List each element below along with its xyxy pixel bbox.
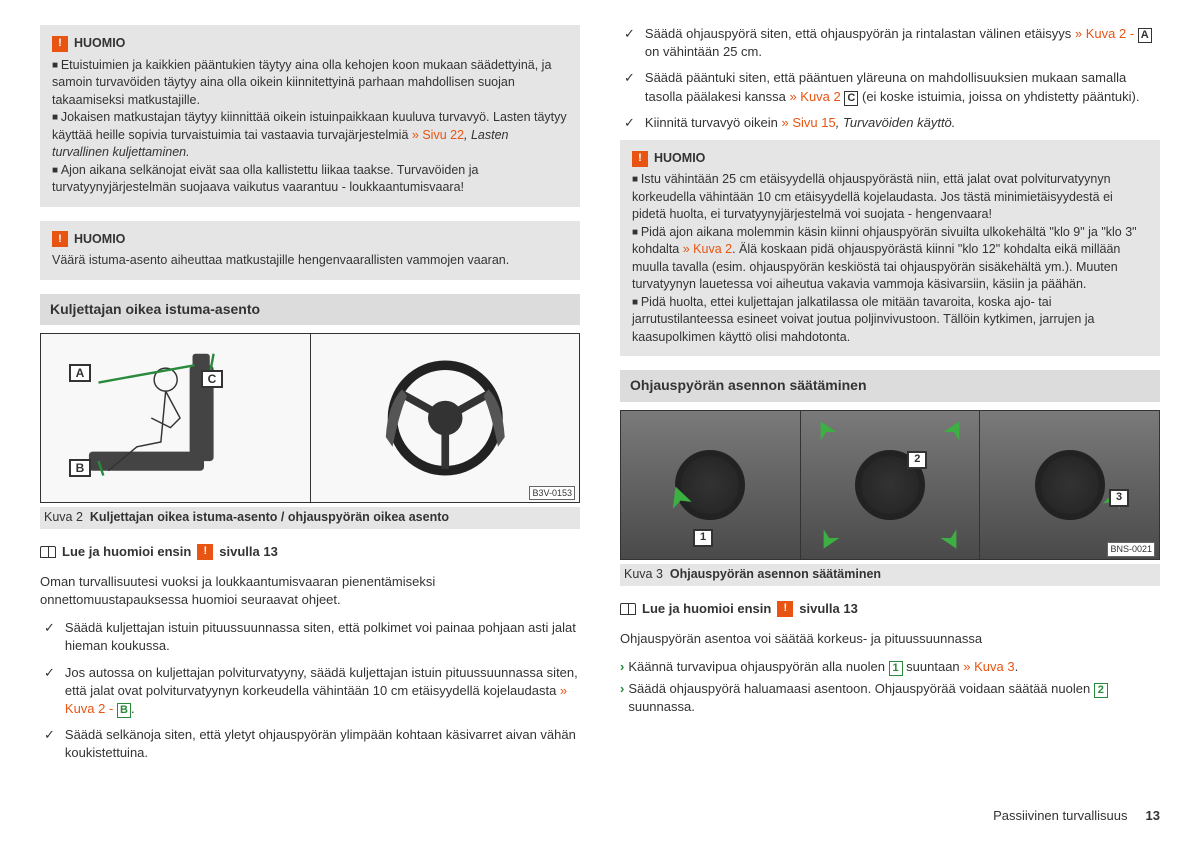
figure-code: BNS-0021 xyxy=(1107,542,1155,557)
warning-icon: ! xyxy=(52,36,68,52)
check-item: Säädä selkänoja siten, että yletyt ohjau… xyxy=(40,726,580,762)
warning-icon: ! xyxy=(777,601,793,617)
notice-item: Ajon aikana selkänojat eivät saa olla ka… xyxy=(52,162,568,197)
notice-item: Pidä huolta, ettei kuljettajan jalkatila… xyxy=(632,294,1148,347)
figure-caption: Kuva 2 Kuljettajan oikea istuma-asento /… xyxy=(40,507,580,529)
check-item: Jos autossa on kuljettajan polviturvatyy… xyxy=(40,664,580,719)
checklist-right: Säädä ohjauspyörä siten, että ohjauspyör… xyxy=(620,25,1160,140)
notice-title: HUOMIO xyxy=(74,35,125,53)
check-item: Säädä ohjauspyörä siten, että ohjauspyör… xyxy=(620,25,1160,61)
notice-item: Pidä ajon aikana molemmin käsin kiinni o… xyxy=(632,224,1148,294)
figure-code: B3V-0153 xyxy=(529,486,575,501)
check-item: Säädä kuljettajan istuin pituussuunnassa… xyxy=(40,619,580,655)
notice-item: Istu vähintään 25 cm etäisyydellä ohjaus… xyxy=(632,171,1148,224)
notice-box-2: ! HUOMIO Väärä istuma-asento aiheuttaa m… xyxy=(40,221,580,280)
notice-text: Väärä istuma-asento aiheuttaa matkustaji… xyxy=(52,252,568,270)
notice-box-1: ! HUOMIO Etuistuimien ja kaikkien pääntu… xyxy=(40,25,580,207)
check-item: Kiinnitä turvavyö oikein » Sivu 15, Turv… xyxy=(620,114,1160,132)
figure-2: A B C B3V-0153 xyxy=(40,333,580,503)
figure-pane-wheel: B3V-0153 xyxy=(311,334,580,502)
read-first-line-2: Lue ja huomioi ensin ! sivulla 13 xyxy=(620,600,1160,618)
checklist: Säädä kuljettajan istuin pituussuunnassa… xyxy=(40,619,580,770)
arrow-item: Säädä ohjauspyörä haluamaasi asentoon. O… xyxy=(620,680,1160,716)
figure3-pane-3: 3 BNS-0021 xyxy=(980,411,1159,559)
warning-icon: ! xyxy=(632,151,648,167)
section-header: Kuljettajan oikea istuma-asento xyxy=(40,294,580,326)
section-header-2: Ohjauspyörän asennon säätäminen xyxy=(620,370,1160,402)
arrow-list: Käännä turvavipua ohjauspyörän alla nuol… xyxy=(620,658,1160,721)
figure-3: 1 2 3 BNS-0021 xyxy=(620,410,1160,560)
figure3-num: 1 xyxy=(693,529,713,547)
book-icon xyxy=(40,546,56,558)
figure3-pane-2: 2 xyxy=(801,411,981,559)
read-first-line: Lue ja huomioi ensin ! sivulla 13 xyxy=(40,543,580,561)
figure3-num: 2 xyxy=(907,451,927,469)
figure-pane-seat: A B C xyxy=(41,334,311,502)
check-item: Säädä pääntuki siten, että pääntuen ylär… xyxy=(620,69,1160,105)
figure-label-c: C xyxy=(201,370,223,388)
warning-icon: ! xyxy=(197,544,213,560)
figure3-num: 3 xyxy=(1109,489,1129,507)
figure3-pane-1: 1 xyxy=(621,411,801,559)
notice-title: HUOMIO xyxy=(654,150,705,168)
right-column: Säädä ohjauspyörä siten, että ohjauspyör… xyxy=(620,25,1160,820)
page-footer: Passiivinen turvallisuus13 xyxy=(993,807,1160,825)
notice-box-3: ! HUOMIO Istu vähintään 25 cm etäisyydel… xyxy=(620,140,1160,357)
intro-text-2: Ohjauspyörän asentoa voi säätää korkeus-… xyxy=(620,630,1160,648)
notice-item: Etuistuimien ja kaikkien pääntukien täyt… xyxy=(52,57,568,110)
intro-text: Oman turvallisuutesi vuoksi ja loukkaant… xyxy=(40,573,580,609)
warning-icon: ! xyxy=(52,231,68,247)
arrow-item: Käännä turvavipua ohjauspyörän alla nuol… xyxy=(620,658,1160,676)
figure-label-b: B xyxy=(69,459,91,477)
figure-label-a: A xyxy=(69,364,91,382)
notice-item: Jokaisen matkustajan täytyy kiinnittää o… xyxy=(52,109,568,162)
left-column: ! HUOMIO Etuistuimien ja kaikkien pääntu… xyxy=(40,25,580,820)
notice-title: HUOMIO xyxy=(74,231,125,249)
book-icon xyxy=(620,603,636,615)
figure3-caption: Kuva 3 Ohjauspyörän asennon säätäminen xyxy=(620,564,1160,586)
